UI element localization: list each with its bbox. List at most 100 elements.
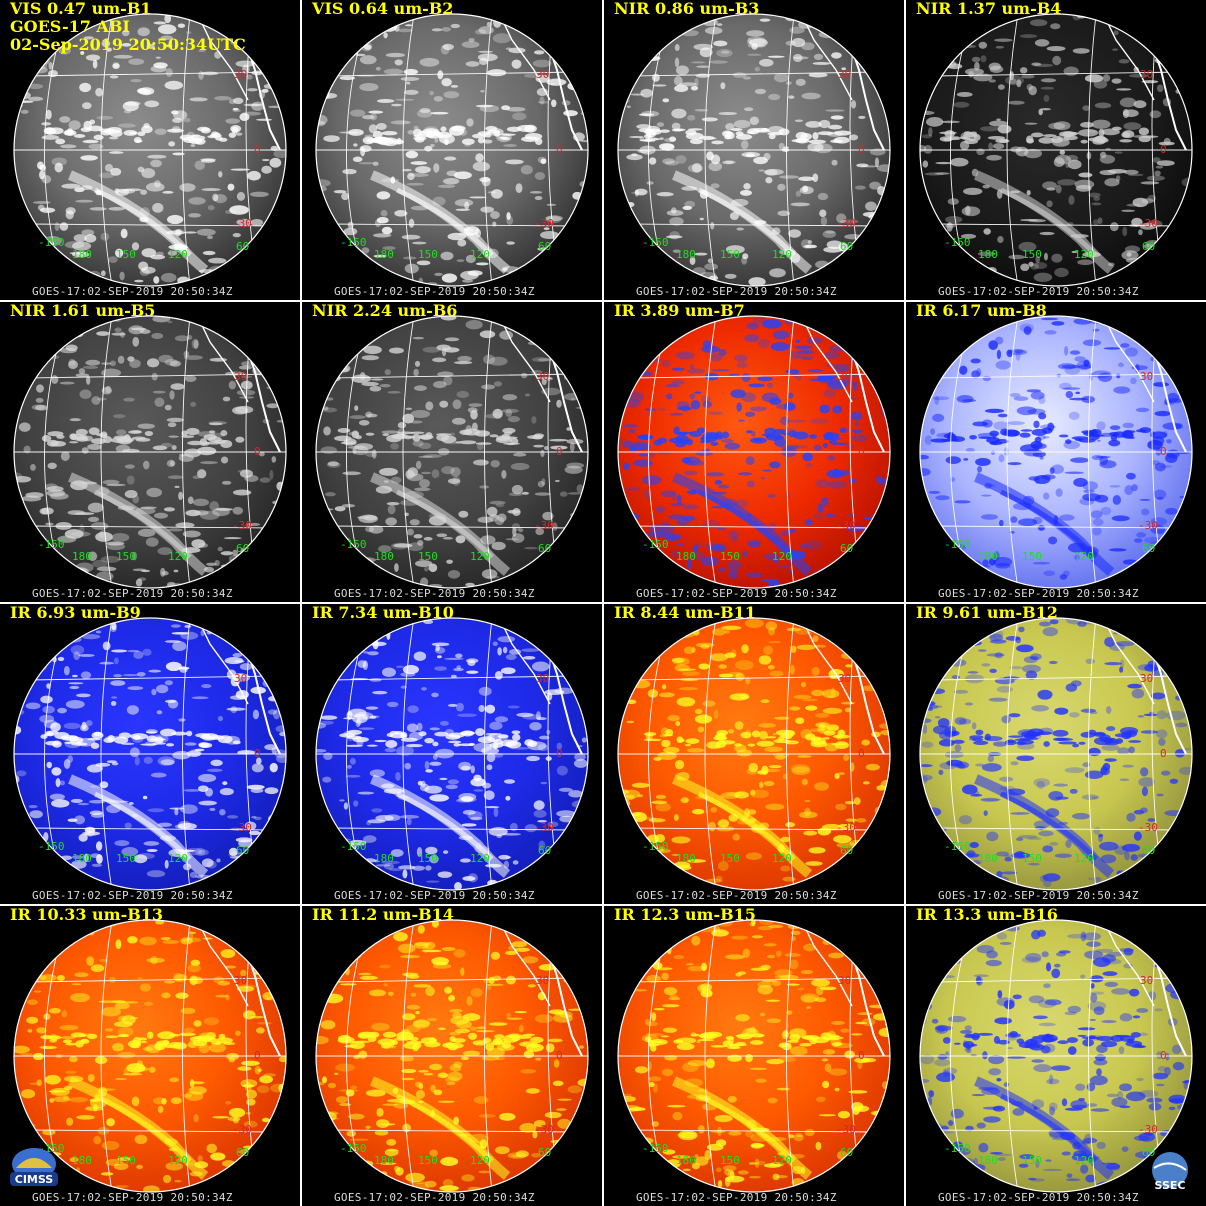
longitude-label: 150: [116, 852, 136, 865]
latitude-label: 0: [858, 747, 865, 760]
longitude-label: 60: [236, 542, 250, 555]
latitude-label: 30: [838, 974, 852, 987]
longitude-label: 180: [374, 248, 394, 261]
timestamp-caption: GOES-17:02-SEP-2019 20:50:34Z: [32, 587, 233, 600]
timestamp-caption: GOES-17:02-SEP-2019 20:50:34Z: [32, 889, 233, 902]
longitude-label: 180: [676, 248, 696, 261]
longitude-label: 120: [772, 550, 792, 563]
latitude-label: -30: [534, 519, 554, 532]
longitude-label: 60: [840, 542, 854, 555]
latitude-label: 0: [1160, 143, 1167, 156]
latitude-label: 0: [254, 747, 261, 760]
latitude-label: -30: [1138, 1123, 1158, 1136]
satellite-band-panel: IR 11.2 um-B14 30 0 -30 -150 180 150 120 60 GOES-…: [302, 906, 602, 1206]
longitude-label: -150: [944, 538, 971, 551]
longitude-label: 60: [1142, 542, 1156, 555]
longitude-label: 60: [538, 240, 552, 253]
band-label: IR 6.93 um-B9: [10, 604, 141, 622]
longitude-label: 60: [236, 844, 250, 857]
timestamp-caption: GOES-17:02-SEP-2019 20:50:34Z: [334, 587, 535, 600]
longitude-label: -150: [38, 840, 65, 853]
longitude-label: 60: [1142, 1146, 1156, 1159]
longitude-label: 180: [676, 550, 696, 563]
latitude-label: 30: [838, 68, 852, 81]
latitude-label: 0: [1160, 1049, 1167, 1062]
latitude-label: 30: [234, 68, 248, 81]
longitude-label: -150: [642, 236, 669, 249]
timestamp-caption: GOES-17:02-SEP-2019 20:50:34Z: [636, 889, 837, 902]
latitude-label: 0: [254, 143, 261, 156]
latitude-label: 30: [1140, 672, 1154, 685]
band-label: IR 11.2 um-B14: [312, 906, 454, 924]
longitude-label: 60: [1142, 844, 1156, 857]
timestamp-caption: GOES-17:02-SEP-2019 20:50:34Z: [938, 285, 1139, 298]
band-label: IR 9.61 um-B12: [916, 604, 1058, 622]
latitude-label: 0: [556, 143, 563, 156]
longitude-label: 150: [1022, 550, 1042, 563]
latitude-label: 30: [234, 672, 248, 685]
latitude-label: -30: [836, 217, 856, 230]
longitude-label: 180: [978, 550, 998, 563]
latitude-label: -30: [836, 519, 856, 532]
band-label: VIS 0.64 um-B2: [312, 0, 454, 18]
earth-disk-image: [617, 13, 891, 287]
timestamp-caption: GOES-17:02-SEP-2019 20:50:34Z: [32, 285, 233, 298]
longitude-label: 180: [676, 1154, 696, 1167]
longitude-label: 150: [418, 852, 438, 865]
longitude-label: -150: [944, 236, 971, 249]
cimss-logo-text: CIMSS: [14, 1173, 54, 1186]
longitude-label: 150: [418, 248, 438, 261]
latitude-label: 30: [838, 672, 852, 685]
band-label: IR 13.3 um-B16: [916, 906, 1058, 924]
longitude-label: 180: [978, 1154, 998, 1167]
longitude-label: 120: [772, 248, 792, 261]
satellite-band-panel: IR 3.89 um-B7 30 0 -30 -150 180 150 120 60 GOES-1…: [604, 302, 904, 602]
earth-disk-image: [315, 617, 589, 891]
satellite-band-panel: IR 6.17 um-B8 30 0 -30 -150 180 150 120 60 GOES-1…: [906, 302, 1206, 602]
latitude-label: -30: [1138, 519, 1158, 532]
cimss-logo: CIMSS: [6, 1142, 62, 1190]
longitude-label: 150: [1022, 852, 1042, 865]
satellite-band-panel: IR 9.61 um-B12 30 0 -30 -150 180 150 120 60 GOES-…: [906, 604, 1206, 904]
satellite-band-panel: NIR 1.61 um-B5 30 0 -30 -150 180 150 120 60 GOES-…: [0, 302, 300, 602]
earth-disk-image: [617, 617, 891, 891]
longitude-label: -150: [642, 538, 669, 551]
latitude-label: 30: [234, 974, 248, 987]
satellite-band-panel: NIR 2.24 um-B6 30 0 -30 -150 180 150 120 60 GOES-…: [302, 302, 602, 602]
timestamp-caption: GOES-17:02-SEP-2019 20:50:34Z: [636, 1191, 837, 1204]
longitude-label: -150: [642, 1142, 669, 1155]
latitude-label: -30: [232, 821, 252, 834]
longitude-label: 60: [538, 844, 552, 857]
longitude-label: -150: [944, 840, 971, 853]
earth-disk-image: [315, 919, 589, 1193]
longitude-label: 150: [1022, 248, 1042, 261]
earth-disk-image: [919, 617, 1193, 891]
band-label: IR 6.17 um-B8: [916, 302, 1047, 320]
latitude-label: -30: [836, 1123, 856, 1136]
latitude-label: 0: [1160, 747, 1167, 760]
longitude-label: 150: [418, 550, 438, 563]
latitude-label: -30: [232, 519, 252, 532]
timestamp-caption: GOES-17:02-SEP-2019 20:50:34Z: [938, 1191, 1139, 1204]
longitude-label: 150: [1022, 1154, 1042, 1167]
latitude-label: -30: [836, 821, 856, 834]
longitude-label: 180: [72, 248, 92, 261]
latitude-label: -30: [232, 217, 252, 230]
satellite-band-panel: VIS 0.47 um-B1 GOES-17 ABI 02-Sep-2019 20:…: [0, 0, 300, 300]
longitude-label: 120: [470, 550, 490, 563]
longitude-label: 180: [72, 1154, 92, 1167]
latitude-label: 0: [858, 143, 865, 156]
longitude-label: 60: [236, 1146, 250, 1159]
timestamp-caption: GOES-17:02-SEP-2019 20:50:34Z: [636, 285, 837, 298]
longitude-label: 180: [374, 852, 394, 865]
earth-disk-image: [919, 13, 1193, 287]
latitude-label: 0: [1160, 445, 1167, 458]
longitude-label: 60: [840, 844, 854, 857]
timestamp-caption: GOES-17:02-SEP-2019 20:50:34Z: [32, 1191, 233, 1204]
latitude-label: -30: [534, 1123, 554, 1136]
longitude-label: 120: [1074, 248, 1094, 261]
band-label: IR 12.3 um-B15: [614, 906, 756, 924]
latitude-label: 30: [1140, 974, 1154, 987]
longitude-label: -150: [340, 538, 367, 551]
band-label: NIR 1.37 um-B4: [916, 0, 1062, 18]
